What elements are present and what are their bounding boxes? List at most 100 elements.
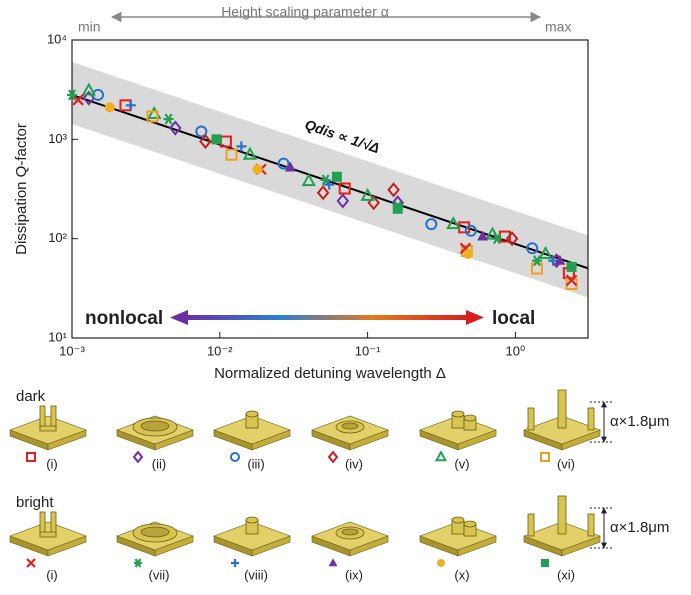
axes-frame: [71, 39, 589, 339]
marker: [316, 185, 330, 201]
marker: [336, 193, 350, 209]
top-max: max: [545, 19, 571, 35]
marker: [566, 261, 577, 272]
marker: [538, 245, 553, 260]
y-tick-label: 10⁴: [47, 31, 67, 46]
marker: [565, 274, 578, 287]
marker: [526, 242, 539, 255]
wall: [527, 407, 535, 431]
structure-numeral: (v): [454, 456, 469, 471]
local-label: local: [492, 308, 535, 329]
wall: [587, 407, 595, 431]
x-axis-label: Normalized detuning wavelength Δ: [214, 365, 446, 382]
marker: [324, 179, 335, 190]
marker: [491, 233, 502, 245]
marker: [104, 102, 115, 113]
plot: Qdis ∝ 1/√Δ10⁻³ 10⁻² 10⁻¹ 10⁰10¹10²10³10⁴No…: [13, 4, 589, 382]
height-label: α×1.8μm: [610, 413, 669, 430]
marker: [360, 187, 375, 201]
group-title: dark: [16, 388, 46, 405]
wall: [587, 513, 595, 537]
marker: [81, 82, 97, 96]
cylinder-top: [451, 410, 465, 418]
marker: [530, 262, 543, 275]
marker: [392, 203, 403, 214]
wall: [527, 513, 535, 537]
plate-top: [213, 521, 291, 551]
gradient-head-left: [170, 310, 188, 325]
y-axis-label: Dissipation Q-factor: [13, 123, 30, 255]
y-tick-label: 10¹: [48, 329, 67, 344]
marker: [236, 141, 247, 152]
structure-numeral: (x): [454, 567, 469, 582]
x-tick-label: 10⁻³: [59, 343, 85, 358]
marker: [252, 164, 263, 175]
marker: [199, 133, 212, 150]
marker: [463, 249, 474, 260]
structure-numeral: (viii): [244, 567, 268, 582]
marker: [531, 255, 542, 267]
marker: [434, 450, 448, 462]
marker: [301, 172, 316, 187]
marker: [327, 450, 339, 464]
marker: [437, 559, 445, 567]
marker: [554, 254, 566, 265]
marker: [540, 452, 550, 462]
ring-hole: [341, 422, 359, 430]
height-label: α×1.8μm: [610, 519, 669, 536]
marker: [125, 100, 136, 111]
top-min: min: [78, 19, 101, 35]
nonlocal-label: nonlocal: [85, 308, 163, 329]
post: [557, 389, 567, 429]
structure-numeral: (ix): [345, 567, 363, 582]
gradient-head-right: [466, 310, 484, 325]
structure-numeral: (iv): [345, 456, 363, 471]
cylinder-top: [463, 520, 477, 528]
marker: [505, 231, 519, 247]
y-tick-label: 10³: [48, 131, 67, 146]
ring-hole: [140, 526, 170, 538]
marker: [446, 216, 461, 230]
structure-numeral: (iii): [247, 456, 264, 471]
plate-top: [523, 521, 601, 551]
marker: [331, 171, 342, 182]
structure-numeral: (i): [46, 567, 58, 582]
plate-top: [419, 521, 497, 551]
ring-hole: [341, 528, 359, 536]
post-base: [39, 531, 57, 538]
marker: [231, 559, 239, 567]
structure-numeral: (i): [46, 456, 58, 471]
y-tick-label: 10²: [48, 230, 67, 245]
cylinder-top: [245, 516, 259, 524]
marker: [541, 559, 549, 567]
marker: [464, 224, 477, 237]
marker: [277, 157, 290, 170]
plate-top: [523, 415, 601, 445]
marker: [225, 148, 238, 161]
marker: [387, 182, 400, 198]
top-label: Height scaling parameter α: [221, 4, 389, 20]
structure-numeral: (vi): [557, 456, 575, 471]
marker: [146, 110, 159, 123]
plate-top: [213, 415, 291, 445]
structure-numeral: (ii): [152, 456, 166, 471]
cylinder-top: [245, 410, 259, 418]
marker: [163, 113, 174, 125]
group-title: bright: [16, 494, 54, 511]
x-tick-label: 10⁻²: [207, 343, 233, 358]
gradient-bar: [185, 315, 467, 320]
marker: [338, 182, 351, 195]
post: [557, 495, 567, 535]
marker: [548, 255, 559, 266]
marker: [72, 94, 84, 106]
ring-hole: [140, 420, 170, 432]
marker: [26, 558, 36, 568]
x-tick-label: 10⁻¹: [355, 343, 381, 358]
marker: [211, 134, 222, 145]
marker: [132, 450, 144, 464]
post-base: [39, 425, 57, 432]
cylinder-top: [451, 516, 465, 524]
marker: [134, 558, 142, 568]
marker: [169, 120, 182, 136]
